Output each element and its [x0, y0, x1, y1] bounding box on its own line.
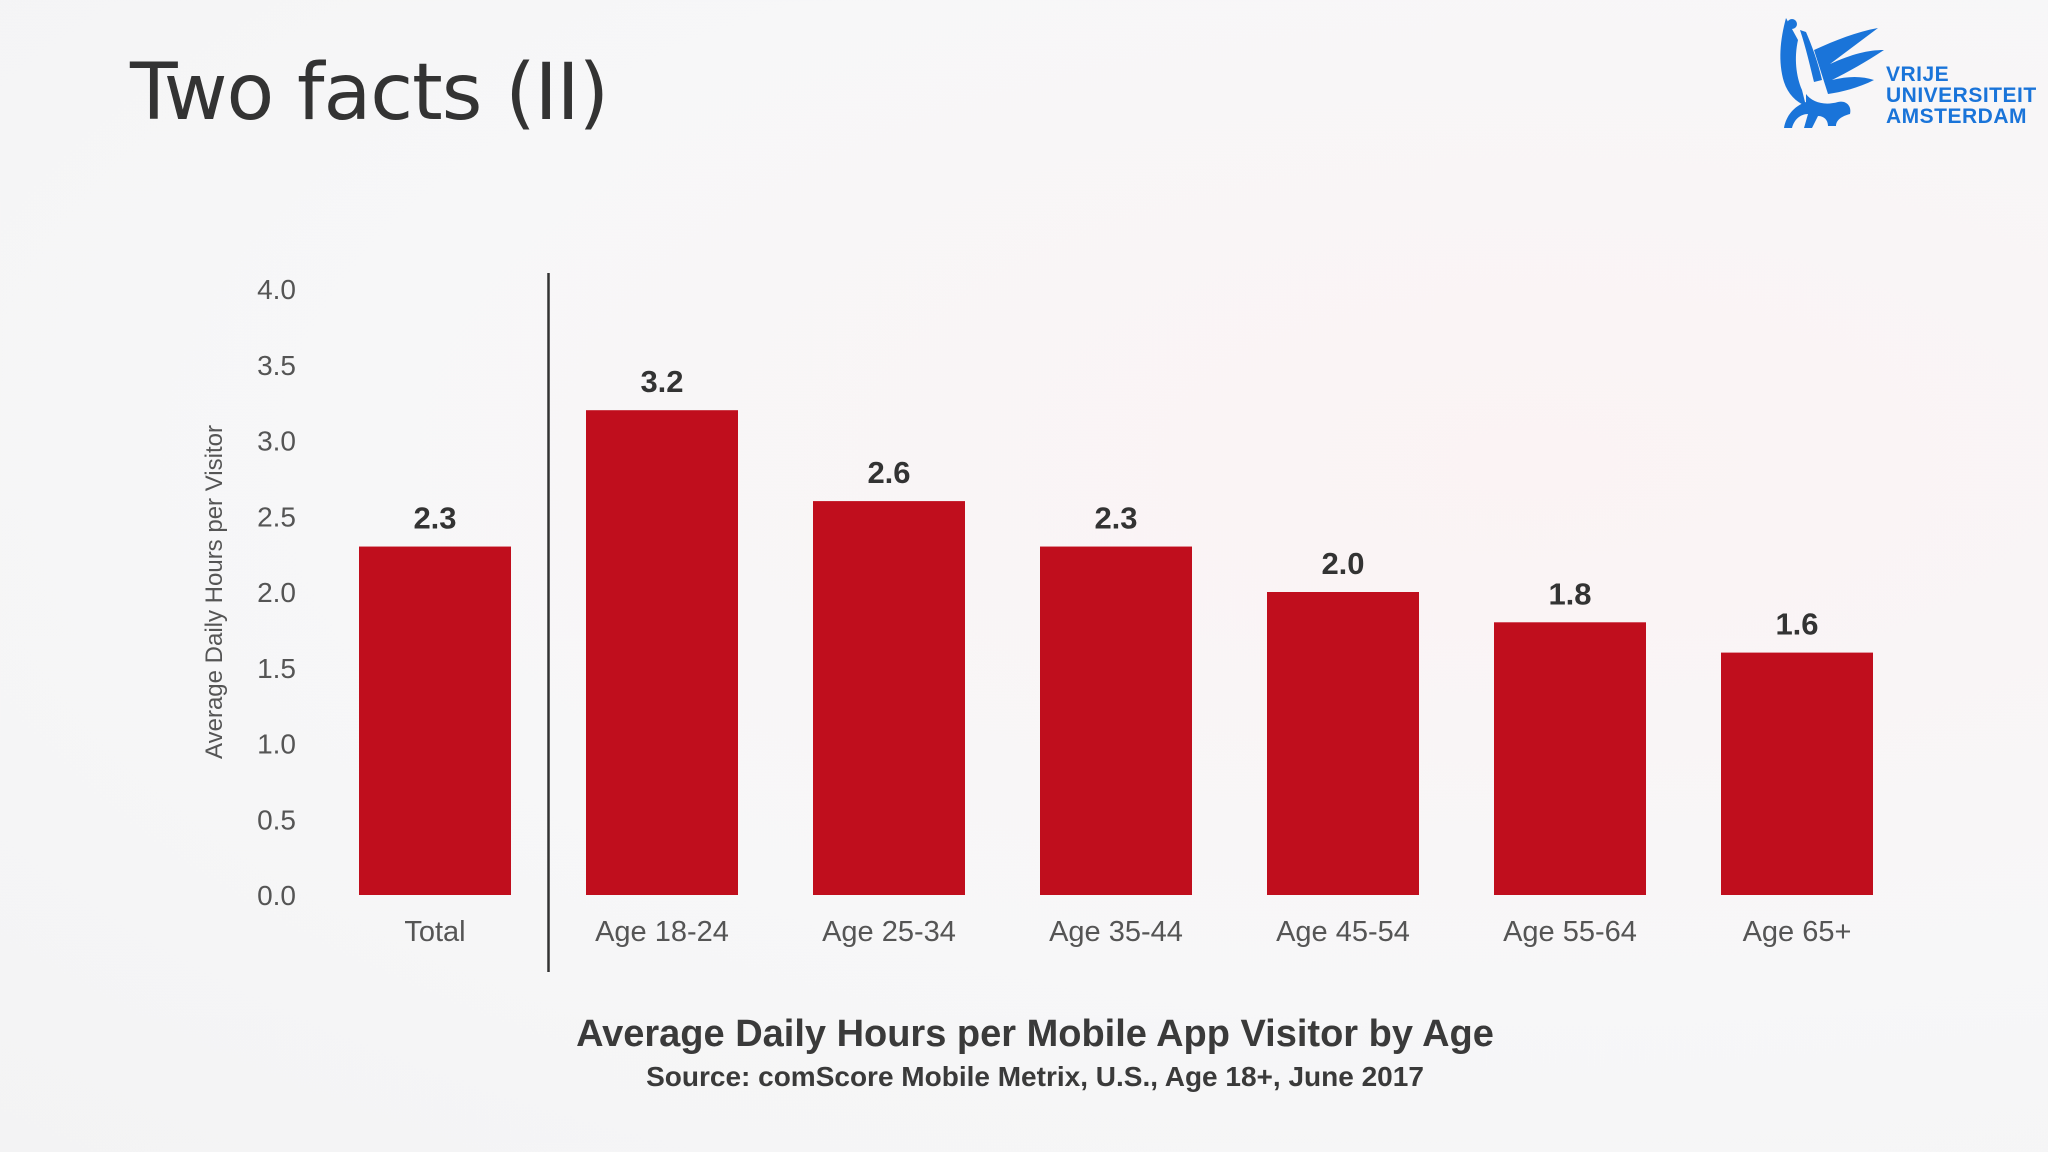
x-tick-label: Age 45-54: [1276, 916, 1410, 948]
data-label: 2.6: [867, 455, 910, 490]
data-label: 3.2: [640, 364, 683, 399]
data-label: 2.0: [1321, 546, 1364, 581]
data-label: 2.3: [413, 501, 456, 536]
x-tick-label: Age 35-44: [1049, 916, 1183, 948]
bar: [813, 501, 965, 895]
x-tick-label: Age 18-24: [595, 916, 729, 948]
chart-source: Source: comScore Mobile Metrix, U.S., Ag…: [646, 1061, 1424, 1092]
griffin-icon: [1780, 18, 1884, 128]
bar: [1040, 546, 1192, 895]
x-tick-label: Total: [404, 916, 465, 948]
slide-title: Two facts (II): [130, 48, 609, 138]
y-tick-label: 3.0: [257, 426, 296, 457]
y-tick-label: 2.5: [257, 501, 296, 532]
bar: [1721, 652, 1873, 895]
y-tick-label: 3.5: [257, 350, 296, 381]
data-label: 1.8: [1548, 576, 1591, 611]
data-label: 2.3: [1094, 501, 1137, 536]
wordmark-line: UNIVERSITEIT: [1886, 84, 2037, 107]
wordmark-line: AMSTERDAM: [1886, 105, 2027, 128]
bar: [586, 410, 738, 895]
x-tick-label: Age 25-34: [822, 916, 956, 948]
bar: [1494, 622, 1646, 895]
bar: [359, 546, 511, 895]
chart-title: Average Daily Hours per Mobile App Visit…: [576, 1013, 1494, 1055]
y-tick-label: 0.5: [257, 804, 296, 835]
y-tick-label: 0.0: [257, 880, 296, 911]
x-tick-label: Age 55-64: [1503, 916, 1637, 948]
wordmark-line: VRIJE: [1886, 63, 1950, 86]
y-tick-label: 1.0: [257, 729, 296, 760]
y-axis-label: Average Daily Hours per Visitor: [201, 425, 228, 759]
data-label: 1.6: [1775, 607, 1818, 642]
x-tick-label: Age 65+: [1743, 916, 1852, 948]
y-tick-label: 4.0: [257, 274, 296, 305]
y-tick-label: 2.0: [257, 577, 296, 608]
university-wordmark: VRIJE UNIVERSITEIT AMSTERDAM: [1886, 64, 2037, 127]
bar: [1267, 592, 1419, 895]
y-tick-label: 1.5: [257, 653, 296, 684]
